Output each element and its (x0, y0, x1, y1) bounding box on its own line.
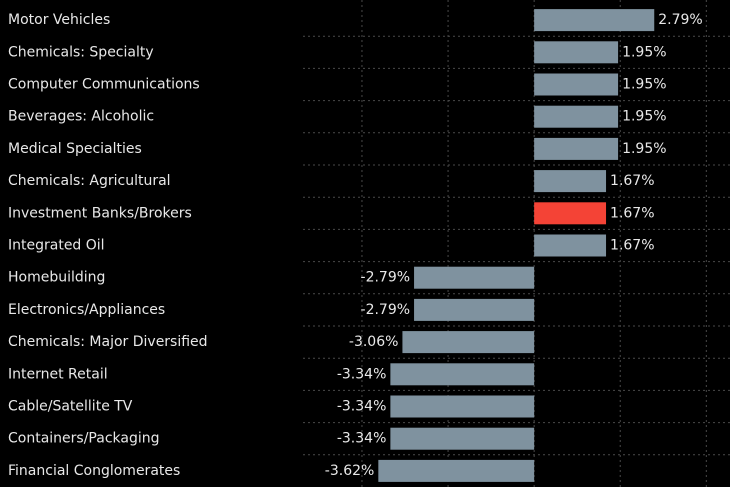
value-label: -3.34% (337, 366, 387, 382)
value-label: -3.06% (349, 334, 399, 350)
value-label: 1.67% (610, 173, 654, 189)
value-label: -3.34% (337, 399, 387, 415)
value-label: 1.95% (622, 44, 666, 60)
value-label: -2.79% (361, 270, 411, 286)
category-label: Medical Specialties (8, 141, 142, 157)
bar (534, 234, 607, 257)
category-label: Beverages: Alcoholic (8, 109, 154, 125)
bar (534, 170, 607, 193)
category-label: Computer Communications (8, 77, 200, 93)
value-label: 1.95% (622, 141, 666, 157)
bar (534, 41, 619, 64)
category-label: Chemicals: Specialty (8, 44, 154, 60)
value-label: -2.79% (361, 302, 411, 318)
bar (402, 331, 535, 354)
value-label: -3.62% (325, 463, 375, 479)
category-label: Homebuilding (8, 270, 105, 286)
bar (414, 266, 535, 289)
bar (390, 395, 535, 418)
value-label: 2.79% (658, 12, 702, 28)
value-label: 1.95% (622, 109, 666, 125)
bar (414, 298, 535, 321)
bar (378, 459, 535, 482)
value-label: -3.34% (337, 431, 387, 447)
category-label: Investment Banks/Brokers (8, 205, 192, 221)
bar (390, 427, 535, 450)
bar (390, 363, 535, 386)
category-label: Internet Retail (8, 366, 108, 382)
bar (534, 202, 607, 225)
category-label: Integrated Oil (8, 238, 105, 254)
bar (534, 73, 619, 96)
bar (534, 105, 619, 128)
category-label: Containers/Packaging (8, 431, 160, 447)
bar (534, 9, 655, 32)
category-label: Motor Vehicles (8, 12, 110, 28)
value-label: 1.67% (610, 205, 654, 221)
category-label: Electronics/Appliances (8, 302, 165, 318)
category-label: Cable/Satellite TV (8, 399, 133, 415)
category-label: Chemicals: Agricultural (8, 173, 171, 189)
value-label: 1.67% (610, 238, 654, 254)
category-label: Chemicals: Major Diversified (8, 334, 208, 350)
category-label: Financial Conglomerates (8, 463, 180, 479)
bar (534, 137, 619, 160)
value-label: 1.95% (622, 77, 666, 93)
